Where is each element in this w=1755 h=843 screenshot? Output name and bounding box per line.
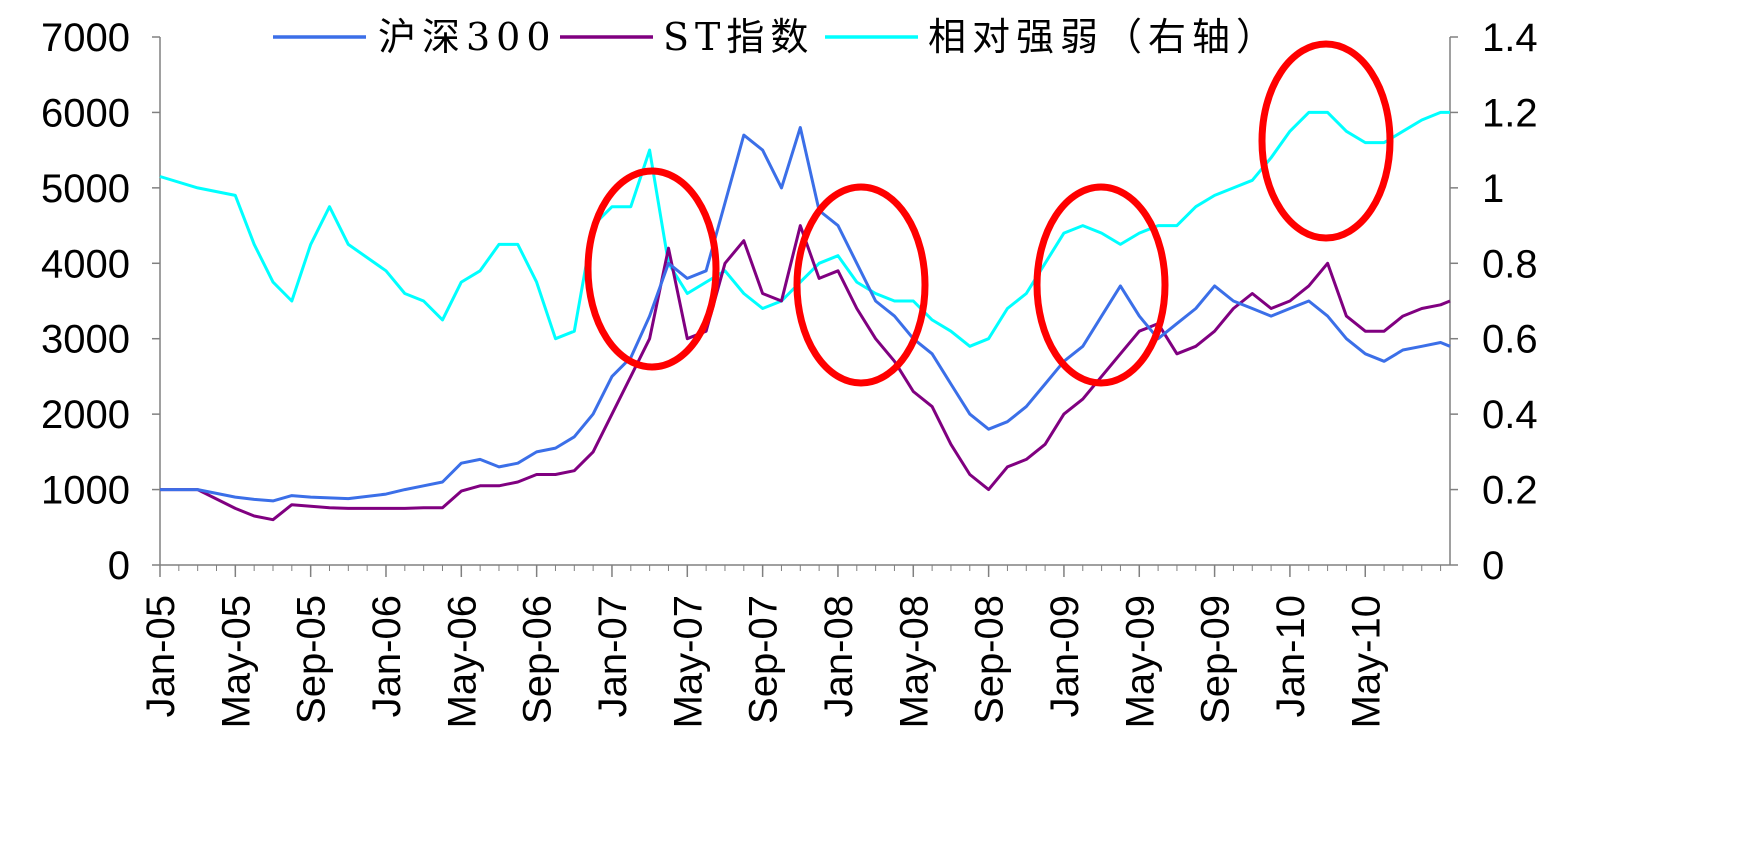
x-tick-label: Sep-06: [516, 595, 560, 724]
x-tick-label: Jan-10: [1269, 595, 1313, 717]
x-tick-label: May-08: [892, 595, 936, 728]
series-line-st-index: [160, 224, 1451, 522]
annotation-ellipse: [1033, 183, 1169, 387]
left-axis-ticks: 0 1000 2000 3000 4000 5000 6000 7000: [41, 16, 160, 588]
x-tick-label: May-10: [1344, 595, 1388, 728]
series-layer: [159, 110, 1451, 522]
x-tick-label: Jan-06: [365, 595, 409, 717]
right-tick-label: 1: [1482, 167, 1504, 211]
x-tick-label: Jan-05: [139, 595, 183, 717]
left-tick-label: 3000: [41, 318, 130, 362]
right-tick-label: 0: [1482, 544, 1504, 588]
right-tick-label: 0.8: [1482, 242, 1538, 286]
x-tick-label: Jan-07: [591, 595, 635, 717]
legend: 沪深300 ST指数 相对强弱（右轴）: [273, 15, 1280, 59]
series-line-relative-strength: [159, 110, 1450, 348]
x-tick-label: Sep-08: [968, 595, 1012, 724]
left-tick-label: 1000: [41, 469, 130, 513]
legend-label-st-index: ST指数: [663, 15, 814, 59]
x-tick-label: May-07: [666, 595, 710, 728]
x-tick-label: Sep-07: [742, 595, 786, 724]
x-tick-label: Sep-09: [1194, 595, 1238, 724]
annotation-ellipse: [793, 183, 929, 387]
x-tick-label: Jan-08: [817, 595, 861, 717]
axes: [159, 37, 1451, 566]
annotation-ellipse: [1258, 40, 1394, 242]
x-tick-label: May-09: [1118, 595, 1162, 728]
right-axis-ticks: 0 0.2 0.4 0.6 0.8 1 1.2 1.4: [1450, 16, 1538, 588]
left-tick-label: 5000: [41, 167, 130, 211]
left-tick-label: 4000: [41, 242, 130, 286]
right-tick-label: 0.2: [1482, 469, 1538, 513]
right-tick-label: 1.2: [1482, 91, 1538, 135]
right-tick-label: 1.4: [1482, 16, 1538, 60]
left-tick-label: 6000: [41, 91, 130, 135]
series-line-hs300: [160, 126, 1451, 503]
left-tick-label: 7000: [41, 16, 130, 60]
left-tick-label: 0: [108, 544, 130, 588]
legend-label-hs300: 沪深300: [378, 15, 557, 59]
annotation-layer: [584, 40, 1394, 387]
right-tick-label: 0.4: [1482, 393, 1538, 437]
legend-label-relative-strength: 相对强弱（右轴）: [928, 15, 1280, 59]
x-tick-label: Jan-09: [1043, 595, 1087, 717]
x-tick-label: Sep-05: [290, 595, 334, 724]
x-axis-ticks: Jan-05 May-05 Sep-05 Jan-06 May-06 Sep-06 Jan-…: [139, 565, 1442, 728]
x-tick-label: May-05: [214, 595, 258, 728]
x-tick-label: May-06: [440, 595, 484, 728]
right-tick-label: 0.6: [1482, 318, 1538, 362]
annotation-ellipse: [584, 167, 720, 371]
left-tick-label: 2000: [41, 393, 130, 437]
